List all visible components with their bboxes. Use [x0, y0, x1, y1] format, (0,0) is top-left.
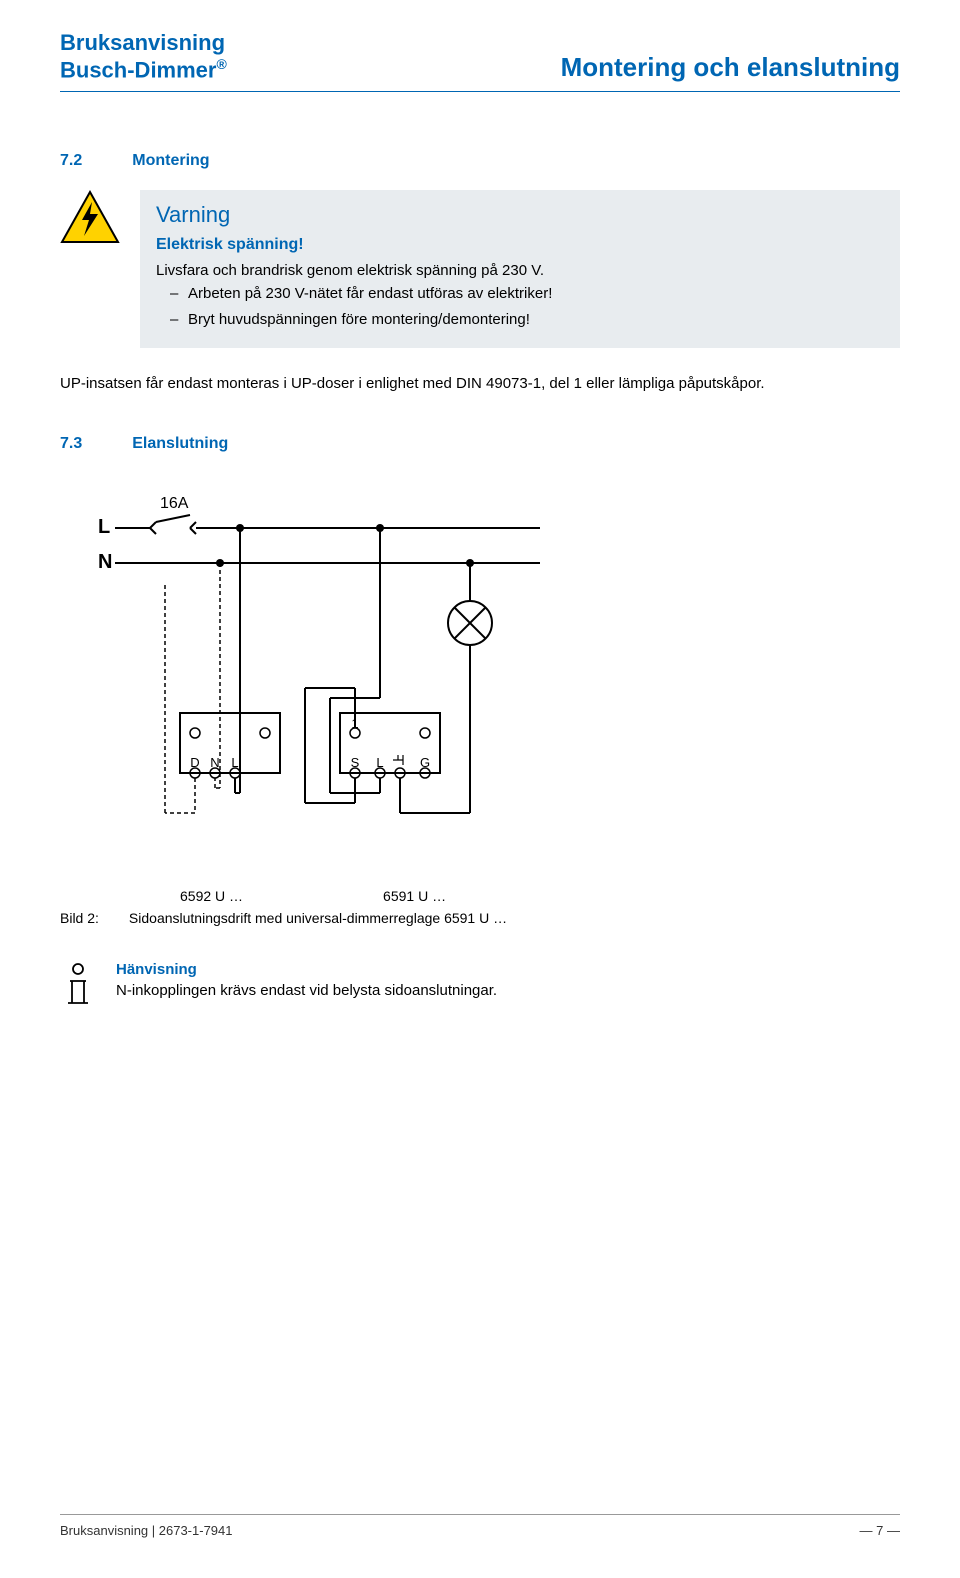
section-number: 7.3	[60, 435, 82, 453]
figure-number: Bild 2:	[60, 910, 99, 926]
product-name: Busch-Dimmer®	[60, 56, 227, 83]
product-name-text: Busch-Dimmer	[60, 57, 216, 82]
warning-body: Livsfara och brandrisk genom elektrisk s…	[156, 260, 884, 332]
note-block: Hänvisning N-inkopplingen krävs endast v…	[60, 961, 900, 1014]
label-L: L	[98, 516, 110, 538]
electrical-hazard-icon	[60, 190, 120, 348]
registered-symbol: ®	[216, 56, 226, 72]
warning-block: Varning Elektrisk spänning! Livsfara och…	[60, 190, 900, 348]
info-icon	[60, 961, 96, 1014]
section-7-2-head: 7.2 Montering	[60, 152, 900, 170]
figure-label-right: 6591 U …	[383, 888, 446, 904]
section-7-3-head: 7.3 Elanslutning	[60, 435, 900, 453]
header-left: Bruksanvisning Busch-Dimmer®	[60, 30, 227, 83]
figure-caption: Bild 2: Sidoanslutningsdrift med univers…	[60, 910, 900, 926]
figure-caption-text: Sidoanslutningsdrift med universal-dimme…	[129, 910, 507, 926]
page-header: Bruksanvisning Busch-Dimmer® Montering o…	[60, 30, 900, 92]
warning-bullet: Arbeten på 230 V-nätet får endast utföra…	[170, 283, 884, 306]
paragraph: UP-insatsen får endast monteras i UP-dos…	[60, 373, 900, 396]
warning-title: Varning	[156, 202, 884, 228]
section-title: Elanslutning	[132, 435, 228, 453]
section-number: 7.2	[60, 152, 82, 170]
figure-labels: 6592 U … 6591 U …	[180, 888, 900, 904]
note-content: Hänvisning N-inkopplingen krävs endast v…	[116, 961, 900, 1014]
warning-intro: Livsfara och brandrisk genom elektrisk s…	[156, 260, 884, 283]
wiring-diagram: L N 16A D N L	[90, 473, 900, 858]
doc-type: Bruksanvisning	[60, 30, 227, 56]
note-title: Hänvisning	[116, 961, 900, 978]
page-footer: Bruksanvisning | 2673-1-7941 — 7 —	[60, 1514, 900, 1538]
footer-left: Bruksanvisning | 2673-1-7941	[60, 1523, 233, 1538]
note-text: N-inkopplingen krävs endast vid belysta …	[116, 982, 900, 999]
warning-bullets: Arbeten på 230 V-nätet får endast utföra…	[156, 283, 884, 332]
chapter-title: Montering och elanslutning	[561, 52, 900, 83]
label-16A: 16A	[160, 495, 189, 512]
warning-subtitle: Elektrisk spänning!	[156, 236, 884, 254]
label-N: N	[98, 551, 112, 573]
footer-right: — 7 —	[860, 1523, 900, 1538]
section-title: Montering	[132, 152, 209, 170]
figure-label-left: 6592 U …	[180, 888, 243, 904]
warning-bullet: Bryt huvudspänningen före montering/demo…	[170, 309, 884, 332]
warning-content: Varning Elektrisk spänning! Livsfara och…	[140, 190, 900, 348]
